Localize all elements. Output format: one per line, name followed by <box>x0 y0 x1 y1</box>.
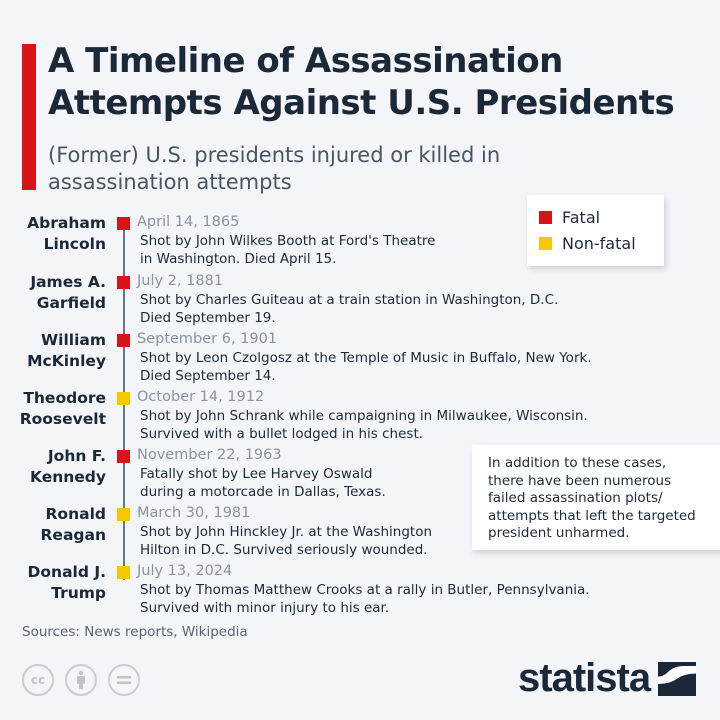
event-description: Shot by Charles Guiteau at a train stati… <box>140 292 559 326</box>
legend-item-non-fatal: Non-fatal <box>539 230 652 256</box>
event-date: July 13, 2024 <box>137 563 233 579</box>
timeline-entry: Ronald Reagan March 30, 1981 Shot by Joh… <box>0 504 720 562</box>
timeline-entry: William McKinley September 6, 1901 Shot … <box>0 330 720 388</box>
president-name: Theodore Roosevelt <box>19 389 106 428</box>
fatal-marker <box>117 450 130 463</box>
event-date: November 22, 1963 <box>137 447 282 463</box>
subtitle: (Former) U.S. presidents injured or kill… <box>48 143 501 194</box>
event-date: September 6, 1901 <box>137 331 278 347</box>
non-fatal-marker <box>117 508 130 521</box>
non-fatal-marker <box>117 392 130 405</box>
timeline-entry: James A. Garfield July 2, 1881 Shot by C… <box>0 272 720 330</box>
event-date: October 14, 1912 <box>137 389 265 405</box>
fatal-marker <box>117 217 130 230</box>
fatal-swatch <box>539 210 552 224</box>
timeline-entry: John F. Kennedy November 22, 1963 Fatall… <box>0 446 720 504</box>
timeline-entry: Theodore Roosevelt October 14, 1912 Shot… <box>0 388 720 446</box>
event-description: Shot by John Wilkes Booth at Ford's Thea… <box>140 233 436 267</box>
page-title: A Timeline of Assassination Attempts Aga… <box>48 41 675 123</box>
timeline-entry: Abraham Lincoln April 14, 1865 Shot by J… <box>0 213 720 271</box>
legend: Fatal Non-fatal <box>527 195 664 266</box>
statista-logo-icon <box>658 661 697 696</box>
president-name: Donald J. Trump <box>27 563 106 602</box>
event-date: July 2, 1881 <box>137 273 224 289</box>
president-name: James A. Garfield <box>30 273 106 312</box>
non-fatal-swatch <box>539 236 552 250</box>
fatal-marker <box>117 334 130 347</box>
legend-label: Non-fatal <box>562 233 636 253</box>
event-description: Shot by Leon Czolgosz at the Temple of M… <box>140 350 592 384</box>
event-description: Fatally shot by Lee Harvey Oswald during… <box>140 466 386 500</box>
timeline-entry: Donald J. Trump July 13, 2024 Shot by Th… <box>0 562 720 620</box>
president-name: Abraham Lincoln <box>27 214 106 253</box>
event-date: April 14, 1865 <box>137 214 240 230</box>
no-derivatives-icon <box>108 664 140 696</box>
note-box: In addition to these cases, there have b… <box>472 445 720 550</box>
event-description: Shot by Thomas Matthew Crooks at a rally… <box>140 582 590 616</box>
president-name: John F. Kennedy <box>29 447 106 486</box>
source: Sources: News reports, Wikipedia <box>22 624 248 640</box>
event-description: Shot by John Schrank while campaigning i… <box>140 408 588 442</box>
non-fatal-marker <box>117 566 130 579</box>
statista-logo: statista <box>518 656 697 701</box>
president-name: William McKinley <box>27 331 106 370</box>
title-accent-bar <box>22 44 36 190</box>
event-date: March 30, 1981 <box>137 505 251 521</box>
legend-item-fatal: Fatal <box>539 204 652 230</box>
fatal-marker <box>117 276 130 289</box>
cc-icon: cc <box>22 664 54 696</box>
event-description: Shot by John Hinckley Jr. at the Washing… <box>140 524 433 558</box>
legend-label: Fatal <box>562 207 601 227</box>
president-name: Ronald Reagan <box>40 505 107 544</box>
attribution-icon <box>65 664 97 696</box>
